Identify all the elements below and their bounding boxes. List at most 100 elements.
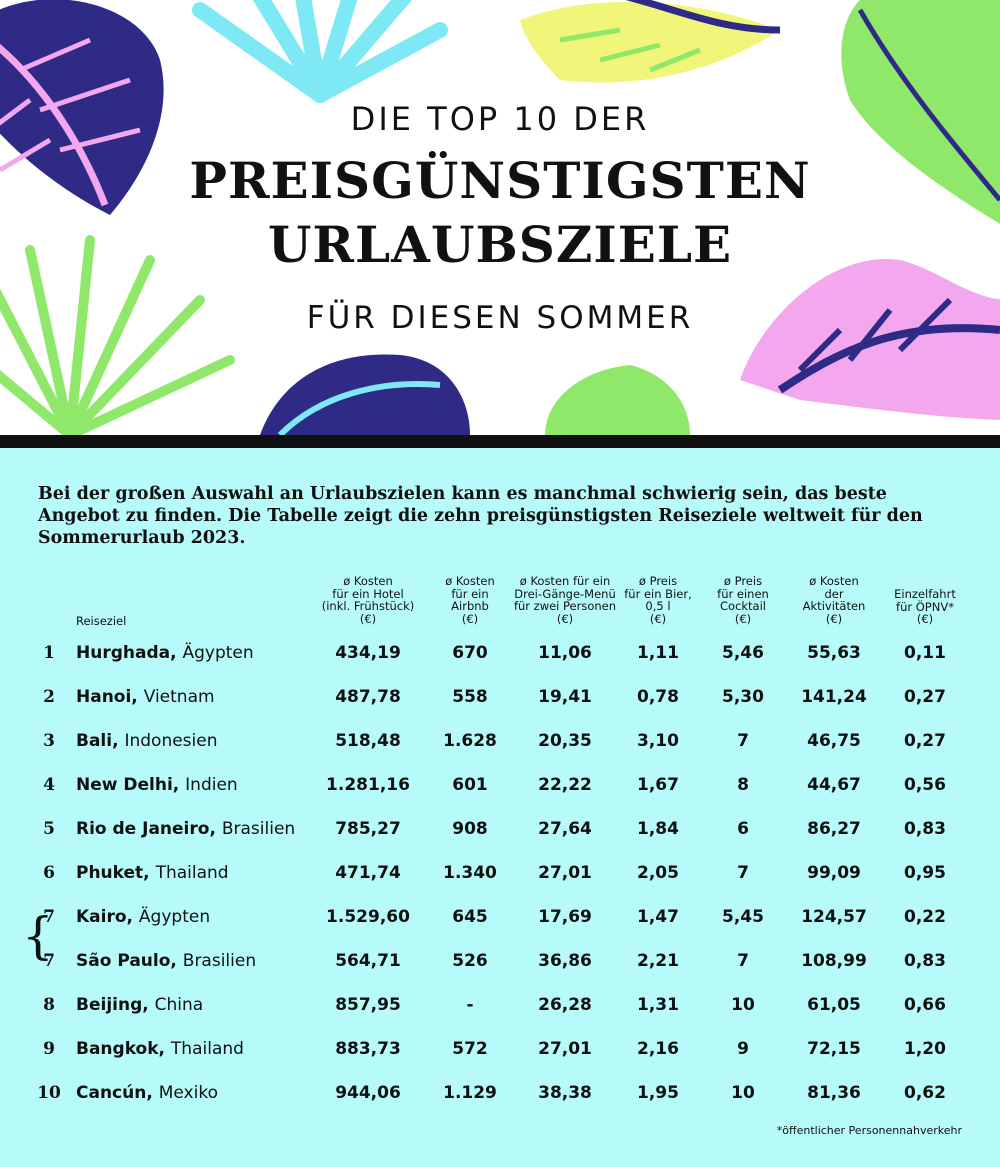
table-row: 5 Rio de Janeiro, Brasilien 785,27 908 27,64… — [0, 814, 1000, 844]
destination-cell: Bali, Indonesien — [76, 726, 218, 756]
destination-cell: Hurghada, Ägypten — [76, 638, 254, 668]
destination-cell: Cancún, Mexiko — [76, 1078, 218, 1108]
header-hotel-line: (€) — [359, 611, 377, 626]
airbnb-cell: 1.340 — [443, 863, 497, 883]
hotel-cell: 434,19 — [335, 643, 401, 663]
city-name: Bangkok, — [76, 1039, 165, 1059]
country-name: Mexiko — [158, 1083, 218, 1103]
transit-cell: 0,27 — [904, 731, 946, 751]
title-post: FÜR DIESEN SOMMER — [306, 300, 694, 336]
destination-cell: Kairo, Ägypten — [76, 902, 210, 932]
menu-cell: 36,86 — [538, 951, 592, 971]
header-transit-line: für ÖPNV* — [896, 599, 954, 614]
country-name: Brasilien — [182, 951, 257, 971]
header-airbnb-line: ø Kosten — [445, 574, 495, 588]
country-name: Thailand — [170, 1039, 244, 1059]
beer-cell: 2,21 — [637, 951, 679, 971]
airbnb-cell: 1.129 — [443, 1083, 497, 1103]
transit-cell: 0,95 — [904, 863, 946, 883]
activities-cell: 46,75 — [807, 731, 861, 751]
cocktail-cell: 7 — [737, 863, 749, 883]
activities-cell: 124,57 — [801, 907, 867, 927]
hotel-cell: 883,73 — [335, 1039, 401, 1059]
menu-cell: 27,01 — [538, 863, 592, 883]
footnote: *öffentlicher Personennahverkehr — [776, 1124, 962, 1137]
header-hotel-line: für ein Hotel — [332, 586, 404, 601]
beer-cell: 2,16 — [637, 1039, 679, 1059]
beer-cell: 0,78 — [637, 687, 679, 707]
beer-cell: 1,11 — [637, 643, 679, 663]
beer-cell: 3,10 — [637, 731, 679, 751]
table-row: 1 Hurghada, Ägypten 434,19 670 11,06 1,11 5,46… — [0, 638, 1000, 668]
header-cocktail-line: für einen — [717, 586, 769, 601]
activities-cell: 61,05 — [807, 995, 861, 1015]
activities-cell: 141,24 — [801, 687, 867, 707]
title-main-line1: PREISGÜNSTIGSTEN — [189, 151, 811, 210]
beer-cell: 1,31 — [637, 995, 679, 1015]
city-name: New Delhi, — [76, 775, 180, 795]
airbnb-cell: 1.628 — [443, 731, 497, 751]
hotel-cell: 857,95 — [335, 995, 401, 1015]
cocktail-cell: 5,46 — [722, 643, 764, 663]
header-beer-line: ø Preis — [638, 574, 678, 588]
menu-cell: 38,38 — [538, 1083, 592, 1103]
table-row: 8 Beijing, China 857,95 - 26,28 1,31 10 61,05 0,… — [0, 990, 1000, 1020]
header-banner: DIE TOP 10 DER PREISGÜNSTIGSTEN URLAUBSZ… — [0, 0, 1000, 435]
menu-cell: 27,64 — [538, 819, 592, 839]
header-activities-line: Aktivitäten — [802, 599, 866, 613]
airbnb-cell: 670 — [452, 643, 488, 663]
hotel-cell: 471,74 — [335, 863, 401, 883]
country-name: Indonesien — [124, 731, 218, 751]
destination-cell: New Delhi, Indien — [76, 770, 238, 800]
header-airbnb: ø Kosten für ein Airbnb (€) — [420, 575, 520, 625]
transit-cell: 0,22 — [904, 907, 946, 927]
rank-cell: 7 — [43, 907, 55, 927]
table-row: 7 São Paulo, Brasilien 564,71 526 36,86 2,21 7… — [0, 946, 1000, 976]
beer-cell: 1,95 — [637, 1083, 679, 1103]
country-name: Indien — [185, 775, 238, 795]
menu-cell: 26,28 — [538, 995, 592, 1015]
country-name: Brasilien — [221, 819, 296, 839]
city-name: Rio de Janeiro, — [76, 819, 216, 839]
beer-cell: 1,67 — [637, 775, 679, 795]
cocktail-cell: 5,30 — [722, 687, 764, 707]
hotel-cell: 1.281,16 — [326, 775, 410, 795]
header-activities-line: der — [824, 586, 844, 601]
city-name: Bali, — [76, 731, 119, 751]
header-hotel-line: (inkl. Frühstück) — [321, 599, 415, 613]
table-row: 4 New Delhi, Indien 1.281,16 601 22,22 1,67 8 4… — [0, 770, 1000, 800]
cocktail-cell: 8 — [737, 775, 749, 795]
transit-cell: 1,20 — [904, 1039, 946, 1059]
transit-cell: 0,27 — [904, 687, 946, 707]
header-menu-line: Drei-Gänge-Menü — [514, 586, 616, 601]
destination-cell: Rio de Janeiro, Brasilien — [76, 814, 295, 844]
destination-cell: Beijing, China — [76, 990, 203, 1020]
menu-cell: 22,22 — [538, 775, 592, 795]
table-row: 10 Cancún, Mexiko 944,06 1.129 38,38 1,95 10 81… — [0, 1078, 1000, 1108]
city-name: Hurghada, — [76, 643, 177, 663]
activities-cell: 86,27 — [807, 819, 861, 839]
rank-cell: 10 — [37, 1083, 61, 1103]
tie-brace: { — [22, 907, 54, 965]
airbnb-cell: - — [466, 995, 474, 1015]
rank-cell: 7 — [43, 951, 55, 971]
city-name: Phuket, — [76, 863, 150, 883]
city-name: São Paulo, — [76, 951, 177, 971]
cocktail-cell: 9 — [737, 1039, 749, 1059]
decorative-leaves — [0, 0, 1000, 435]
beer-cell: 2,05 — [637, 863, 679, 883]
header-beer: ø Preis für ein Bier, 0,5 l (€) — [613, 575, 703, 625]
header-activities: ø Kosten der Aktivitäten (€) — [789, 575, 879, 625]
rank-cell: 5 — [43, 819, 55, 839]
header-transit-line: Einzelfahrt — [894, 587, 956, 601]
intro-text: Bei der großen Auswahl an Urlaubszielen … — [38, 484, 923, 548]
country-name: Vietnam — [143, 687, 215, 707]
activities-cell: 81,36 — [807, 1083, 861, 1103]
header-airbnb-line: für ein — [451, 586, 489, 601]
header-reiseziel: Reiseziel — [76, 614, 127, 628]
destination-cell: Hanoi, Vietnam — [76, 682, 215, 712]
destination-cell: São Paulo, Brasilien — [76, 946, 256, 976]
header-activities-line: ø Kosten — [809, 574, 859, 588]
activities-cell: 72,15 — [807, 1039, 861, 1059]
cocktail-cell: 5,45 — [722, 907, 764, 927]
